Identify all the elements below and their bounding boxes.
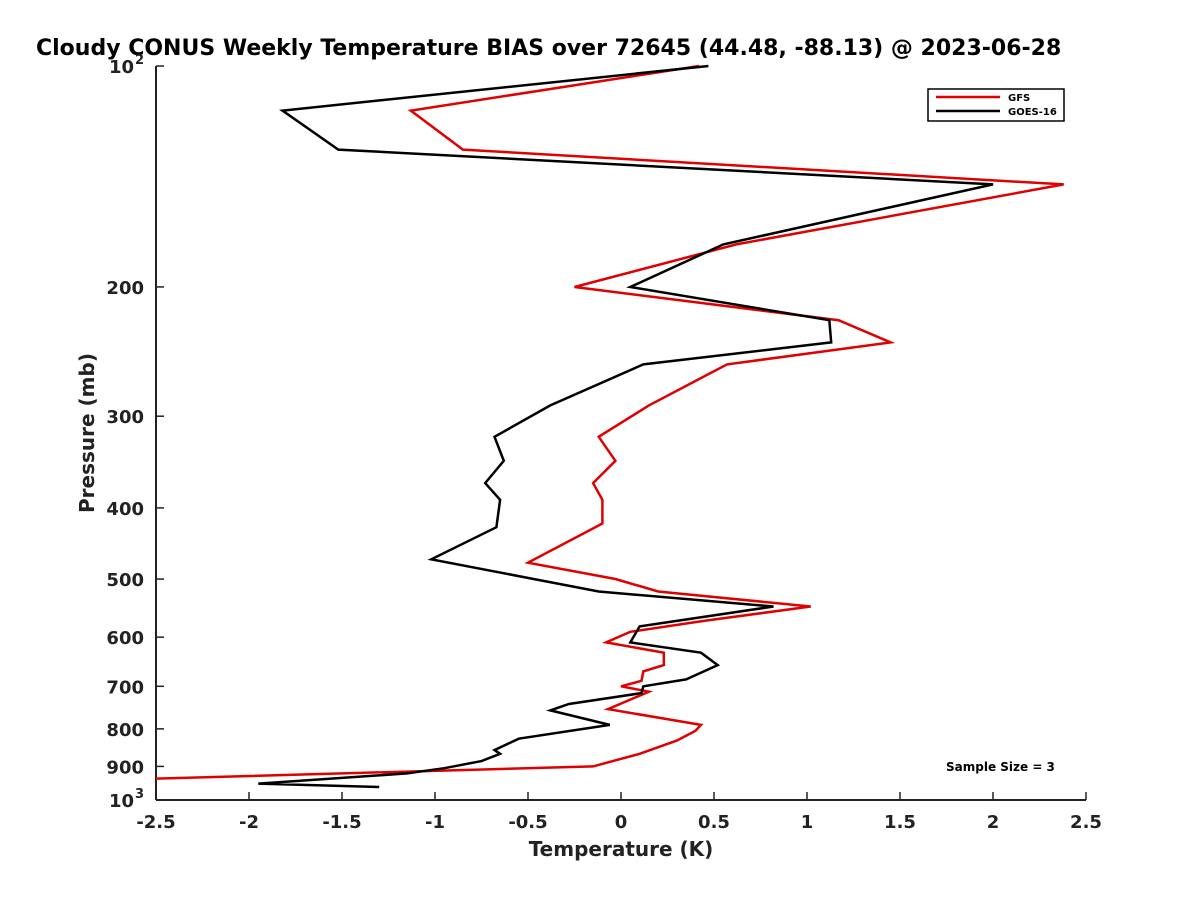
chart-title: Cloudy CONUS Weekly Temperature BIAS ove… [36,36,1061,61]
y-tick-label: 700 [106,677,144,698]
series-line-goes16 [258,64,994,789]
x-axis-label: Temperature (K) [529,837,714,861]
y-tick-label: 400 [106,499,144,520]
x-tick-label: 1.5 [884,812,916,833]
y-tick-label: 10 [109,57,134,78]
y-tick-exponent: 2 [135,53,144,68]
y-tick-label: 900 [106,757,144,778]
x-tick-label: -1 [425,812,445,833]
x-tick-label: 1 [801,812,814,833]
series-line-gfs [155,64,1064,780]
axes [155,66,1086,801]
x-tick-label: -2 [239,812,259,833]
y-tick-label: 200 [106,278,144,299]
x-tick-label: 2.5 [1070,812,1102,833]
x-tick-label: 0 [615,812,628,833]
y-tick-label: 600 [106,628,144,649]
x-ticks: -2.5 -2 -1.5 -1 -0.5 0 0.5 1 1.5 2 2.5 [136,792,1102,833]
sample-size-annotation: Sample Size = 3 [946,760,1055,774]
y-tick-label: 10 [109,791,134,812]
y-tick-exponent: 3 [135,787,144,802]
y-axis-label: Pressure (mb) [75,353,99,513]
series-layer [155,64,1064,789]
y-tick-label: 800 [106,720,144,741]
x-tick-label: 0.5 [698,812,730,833]
legend-box [927,88,1065,122]
legend-label-gfs: GFS [1008,93,1030,104]
x-tick-label: -1.5 [322,812,361,833]
legend: GFS GOES-16 [927,88,1065,122]
y-tick-label: 300 [106,407,144,428]
x-tick-label: 2 [987,812,1000,833]
legend-label-goes16: GOES-16 [1008,107,1057,118]
x-tick-label: -0.5 [508,812,547,833]
x-tick-label: -2.5 [136,812,175,833]
y-tick-label: 500 [106,570,144,591]
